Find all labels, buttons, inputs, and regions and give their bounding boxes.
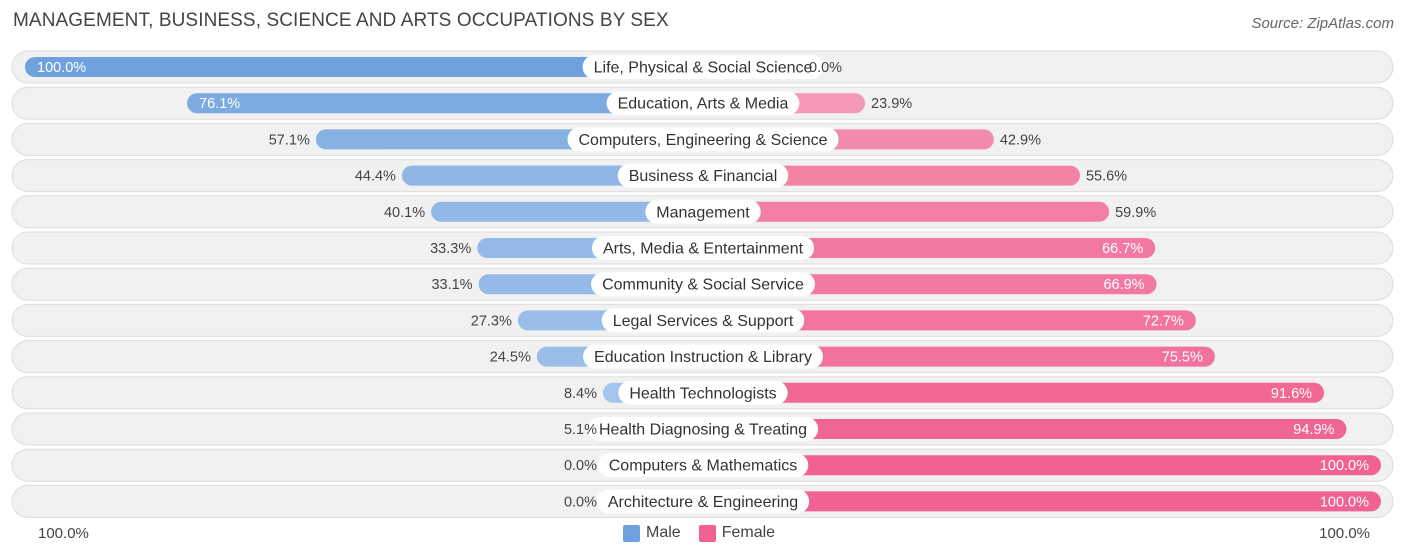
category-label: Legal Services & Support — [613, 313, 794, 330]
legend-swatch-male — [623, 524, 640, 542]
chart-title: MANAGEMENT, BUSINESS, SCIENCE AND ARTS O… — [13, 10, 669, 31]
category-label: Business & Financial — [629, 168, 778, 185]
legend-label-male: Male — [646, 524, 681, 541]
female-bar — [703, 419, 1347, 439]
legend-item-male[interactable]: Male — [623, 524, 681, 542]
legend-item-female[interactable]: Female — [698, 524, 776, 542]
male-bar — [187, 93, 704, 114]
category-label: Architecture & Engineering — [608, 494, 798, 511]
male-bar — [431, 201, 703, 222]
category-label-bg — [582, 55, 824, 79]
legend-label-female: Female — [721, 524, 776, 541]
female-bar — [703, 346, 1215, 367]
male-value-label: 0.0% — [564, 458, 597, 474]
category-label-bg — [597, 453, 809, 478]
category-label: Education, Arts & Media — [618, 96, 789, 113]
female-value-label: 100.0% — [1320, 494, 1369, 510]
male-value-label: 76.1% — [199, 96, 240, 112]
female-bar — [703, 455, 1381, 476]
category-label-bg — [567, 127, 839, 152]
female-bar — [703, 165, 1080, 186]
category-label-bg — [606, 91, 800, 116]
category-label-bg — [583, 344, 823, 369]
female-bar — [703, 238, 1156, 258]
female-bar — [703, 201, 1110, 222]
female-value-label: 72.7% — [1143, 313, 1184, 329]
female-bar — [703, 310, 1196, 331]
male-value-label: 33.3% — [430, 241, 471, 257]
category-label-bg — [601, 308, 805, 333]
legend-swatch-female — [698, 524, 716, 542]
category-label-bg — [587, 417, 819, 441]
category-label: Community & Social Service — [602, 277, 804, 294]
category-label: Computers & Mathematics — [609, 458, 798, 475]
female-bar — [703, 274, 1157, 295]
male-value-label: 0.0% — [564, 494, 597, 510]
category-label: Computers, Engineering & Science — [578, 132, 827, 149]
category-label-bg — [596, 489, 810, 514]
male-value-label: 40.1% — [384, 205, 425, 221]
male-value-label: 57.1% — [269, 132, 310, 148]
axis-left-label: 100.0% — [38, 525, 89, 542]
male-value-label: 5.1% — [564, 422, 597, 438]
male-value-label: 100.0% — [37, 60, 86, 76]
female-value-label: 0.0% — [809, 60, 842, 76]
category-label: Health Diagnosing & Treating — [599, 422, 807, 439]
category-label: Life, Physical & Social Science — [594, 60, 813, 77]
female-value-label: 75.5% — [1162, 350, 1203, 366]
male-value-label: 33.1% — [431, 277, 472, 293]
male-value-label: 44.4% — [355, 169, 396, 185]
category-label-bg — [591, 236, 815, 260]
category-label: Health Technologists — [629, 385, 776, 402]
category-label: Management — [656, 204, 750, 221]
female-value-label: 55.6% — [1086, 169, 1127, 185]
category-label-bg — [645, 199, 761, 224]
category-label: Education Instruction & Library — [594, 349, 812, 366]
category-label-bg — [618, 380, 788, 405]
female-value-label: 66.9% — [1103, 277, 1144, 293]
male-value-label: 8.4% — [564, 386, 597, 402]
male-value-label: 27.3% — [471, 313, 512, 329]
female-bar — [703, 491, 1381, 512]
male-bar — [25, 57, 703, 77]
female-value-label: 23.9% — [871, 96, 912, 112]
category-label-bg — [591, 272, 815, 297]
female-value-label: 59.9% — [1115, 205, 1156, 221]
female-bar — [703, 382, 1325, 403]
source-label: Source: ZipAtlas.com — [1251, 15, 1394, 32]
female-value-label: 100.0% — [1320, 458, 1369, 474]
male-value-label: 24.5% — [490, 350, 531, 366]
category-label: Arts, Media & Entertainment — [603, 241, 804, 258]
category-label-bg — [617, 163, 789, 188]
female-value-label: 42.9% — [1000, 132, 1041, 148]
female-value-label: 91.6% — [1271, 386, 1312, 402]
legend: Male Female — [623, 524, 793, 542]
axis-right-label: 100.0% — [1319, 525, 1370, 542]
female-value-label: 94.9% — [1293, 422, 1334, 438]
female-value-label: 66.7% — [1102, 241, 1143, 257]
